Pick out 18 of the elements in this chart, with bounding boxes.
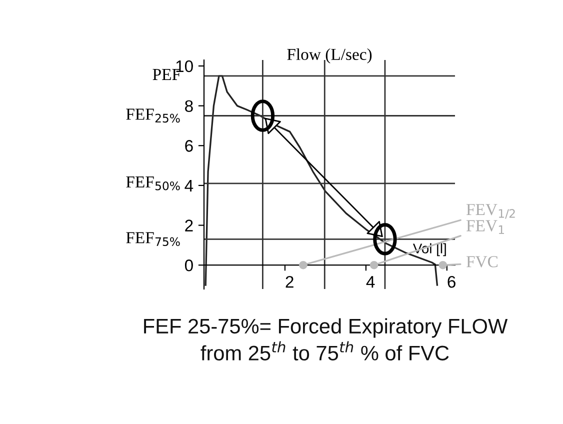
y-tick-label: 4 [184,180,194,192]
y-tick-label: 0 [184,260,193,272]
y-tick-label: 8 [185,100,193,112]
ref-line-label: FEF$_{25%}$ [126,108,180,123]
annotation: FEV$_{1}$ [466,220,504,234]
x-tick-label: 6 [448,276,456,288]
y-tick-label: 2 [185,220,193,232]
y-axis-title: Flow (L/sec) [287,48,372,64]
x-tick-label: 4 [366,276,375,288]
ref-line-label: FEF$_{50%}$ [126,176,180,190]
annotation: FEV$_{1/2}$ [466,204,515,219]
text: FEF 25-75%= Forced Expiratory FLOW [144,318,508,338]
line-series [204,75,438,286]
text: from 25$^{th}$ to 75$^{th}$ % of FVC [200,341,449,360]
ref-line-label: FEF$_{75%}$ [126,232,180,246]
x-tick-label: 2 [286,276,294,288]
y-tick-label: 6 [185,140,193,152]
annotation: FVC [466,256,498,268]
